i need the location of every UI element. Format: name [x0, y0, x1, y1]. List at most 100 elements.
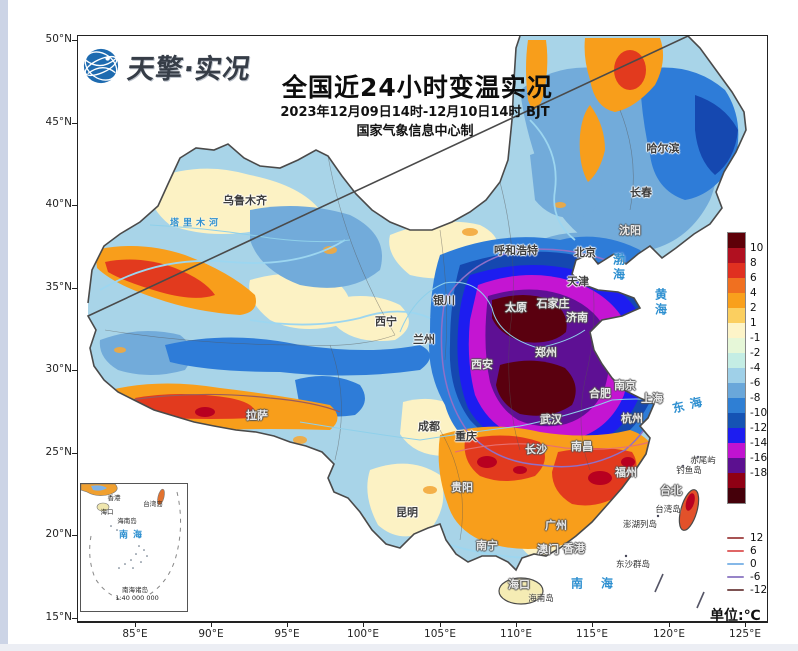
isoline-legend: 12 6 0 -6 -12	[727, 532, 767, 597]
city-label-兰州: 兰州	[413, 333, 435, 346]
sea-label-渤海: 渤海	[611, 253, 626, 283]
city-label-呼和浩特: 呼和浩特	[494, 244, 538, 257]
island-label-海南岛: 海南岛	[528, 594, 554, 604]
isoline-swatch-12	[727, 537, 744, 539]
lon-tick-label-105°E: 105°E	[424, 628, 456, 640]
city-label-郑州: 郑州	[535, 346, 557, 359]
colorbar-segment-2	[728, 263, 745, 278]
lat-tick-40°N	[72, 205, 77, 206]
lon-tick-90°E	[211, 623, 212, 627]
city-label-银川: 银川	[433, 294, 455, 307]
lat-tick-45°N	[72, 123, 77, 124]
colorbar-label--6: -6	[750, 377, 761, 389]
city-label-济南: 济南	[566, 311, 588, 324]
sea-label-黄海: 黄海	[653, 288, 668, 318]
window-bottom-strip	[0, 644, 798, 651]
city-label-石家庄: 石家庄	[536, 297, 570, 310]
city-label-上海: 上海	[641, 392, 663, 405]
colorbar-segment-1	[728, 248, 745, 263]
city-label-贵阳: 贵阳	[451, 481, 473, 494]
colorbar-segment-8	[728, 353, 745, 368]
colorbar-segment-16	[728, 473, 745, 488]
lat-tick-label-25°N: 25°N	[45, 446, 72, 458]
lon-tick-105°E	[440, 623, 441, 627]
inset-label-南海: 南海	[118, 530, 148, 541]
colorbar-label-6: 6	[750, 272, 757, 284]
isoline-value--6: -6	[750, 571, 761, 583]
lat-tick-label-35°N: 35°N	[45, 281, 72, 293]
colorbar-label--8: -8	[750, 392, 761, 404]
lon-tick-110°E	[516, 623, 517, 627]
colorbar-label-1: 1	[750, 317, 757, 329]
city-label-拉萨: 拉萨	[246, 409, 268, 422]
lon-tick-95°E	[287, 623, 288, 627]
lon-tick-label-85°E: 85°E	[122, 628, 148, 640]
isoline-value-0: 0	[750, 558, 757, 570]
city-label-西安: 西安	[471, 358, 493, 371]
lat-tick-50°N	[72, 40, 77, 41]
isoline-swatch-6	[727, 550, 744, 552]
city-label-重庆: 重庆	[455, 430, 477, 443]
lon-tick-label-100°E: 100°E	[347, 628, 379, 640]
sea-label-塔里木河: 塔里木河	[169, 218, 223, 229]
colorbar-segment-6	[728, 323, 745, 338]
lon-tick-85°E	[135, 623, 136, 627]
map-subtitle-period: 2023年12月09日14时-12月10日14时 BJT	[280, 105, 550, 120]
sea-label-南海: 南海	[570, 576, 632, 591]
isoline-legend-row--12: -12	[727, 584, 767, 596]
colorbar-label--1: -1	[750, 332, 761, 344]
map-subtitle-producer: 国家气象信息中心制	[356, 124, 474, 139]
colorbar-segment-11	[728, 398, 745, 413]
isoline-value-6: 6	[750, 545, 757, 557]
colorbar-label-10: 10	[750, 242, 764, 254]
island-label-澎湖列岛: 澎湖列岛	[622, 520, 658, 530]
city-label-天津: 天津	[567, 275, 589, 288]
inset-label-1:40 000 000: 1:40 000 000	[115, 594, 159, 602]
lon-tick-label-95°E: 95°E	[274, 628, 300, 640]
lat-tick-label-30°N: 30°N	[45, 363, 72, 375]
city-label-沈阳: 沈阳	[619, 224, 641, 237]
lon-tick-label-120°E: 120°E	[653, 628, 685, 640]
globe-icon	[83, 48, 119, 84]
colorbar-segment-0	[728, 233, 745, 248]
city-label-昆明: 昆明	[396, 506, 418, 519]
colorbar-label-2: 2	[750, 302, 757, 314]
city-label-杭州: 杭州	[621, 412, 643, 425]
lat-tick-25°N	[72, 453, 77, 454]
inset-label-台湾岛: 台湾岛	[143, 500, 163, 508]
isoline-swatch-0	[727, 563, 744, 565]
city-label-福州: 福州	[615, 466, 637, 479]
lat-tick-label-40°N: 40°N	[45, 198, 72, 210]
city-label-成都: 成都	[418, 420, 440, 433]
city-label-南京: 南京	[614, 379, 636, 392]
colorbar-segment-9	[728, 368, 745, 383]
lon-tick-100°E	[363, 623, 364, 627]
colorbar-segment-17	[728, 488, 745, 503]
city-label-哈尔滨: 哈尔滨	[646, 142, 680, 155]
colorbar-segment-7	[728, 338, 745, 353]
south-china-sea-inset: 香港 台湾岛 海口 海南岛 南海 南海诸岛 1:40 000 000	[80, 483, 188, 612]
colorbar-segment-13	[728, 428, 745, 443]
temperature-colorbar	[727, 232, 746, 504]
city-label-合肥: 合肥	[589, 387, 611, 400]
city-label-海口: 海口	[508, 578, 530, 591]
isoline-legend-row-6: 6	[727, 545, 767, 557]
map-title: 全国近24小时变温实况	[282, 73, 553, 102]
lat-tick-label-50°N: 50°N	[45, 33, 72, 45]
isoline-swatch--12	[727, 589, 744, 591]
lat-tick-label-15°N: 15°N	[45, 611, 72, 623]
city-label-太原: 太原	[505, 301, 527, 314]
city-label-广州: 广州	[545, 519, 567, 532]
inset-label-海口: 海口	[100, 508, 114, 516]
lon-tick-label-125°E: 125°E	[729, 628, 761, 640]
city-label-长春: 长春	[630, 186, 652, 199]
city-label-香港: 香港	[563, 542, 585, 555]
isoline-value-12: 12	[750, 532, 764, 544]
colorbar-segment-12	[728, 413, 745, 428]
isoline-legend-row-12: 12	[727, 532, 767, 544]
colorbar-segment-15	[728, 458, 745, 473]
lat-tick-label-45°N: 45°N	[45, 116, 72, 128]
city-label-乌鲁木齐: 乌鲁木齐	[223, 194, 267, 207]
lat-tick-30°N	[72, 370, 77, 371]
